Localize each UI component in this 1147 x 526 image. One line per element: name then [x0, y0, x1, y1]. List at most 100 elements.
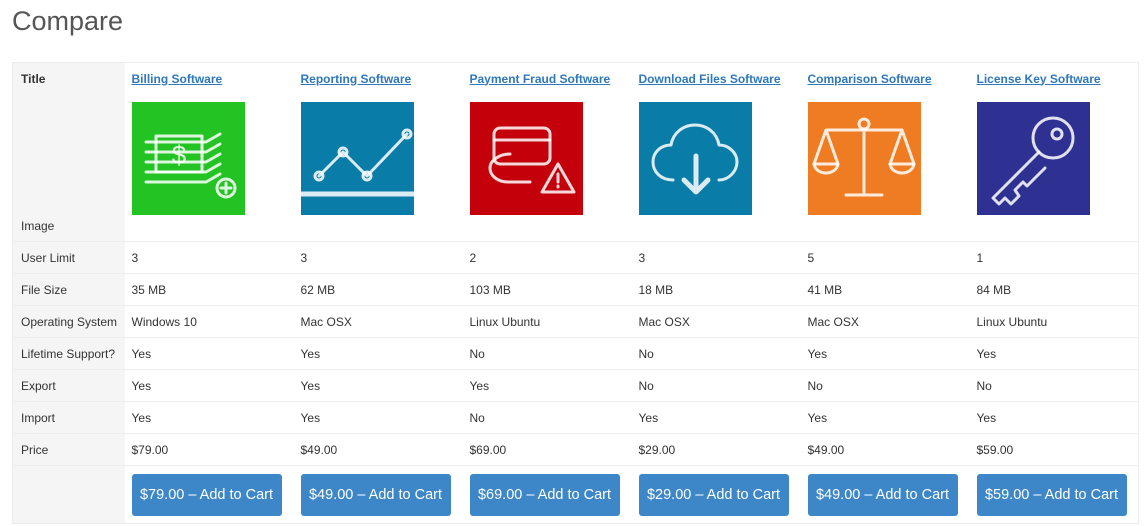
data-cell: 3: [124, 241, 294, 274]
data-row: User Limit 3 3 2 3 5 1: [12, 241, 1139, 274]
product-image: [469, 102, 583, 215]
product-link[interactable]: License Key Software: [976, 71, 1101, 86]
data-cell: 41 MB: [800, 273, 970, 306]
page-title: Compare: [12, 6, 124, 36]
svg-text:$: $: [171, 140, 186, 170]
data-row: Import Yes Yes No Yes Yes Yes: [12, 401, 1139, 434]
data-cell: 84 MB: [969, 273, 1139, 306]
data-cell: No: [800, 369, 970, 402]
product-cell: Reporting Software: [293, 62, 463, 94]
product-cell: Billing Software: [124, 62, 294, 94]
image-cell: [970, 94, 1139, 242]
data-cell: Mac OSX: [631, 305, 801, 338]
button-row: $79.00 – Add to Cart $49.00 – Add to Cart…: [12, 465, 1139, 524]
header-row: Title Billing Software Reporting Software P…: [12, 62, 1139, 94]
product-image: [807, 102, 921, 215]
row-label: Image: [12, 94, 125, 242]
button-cell: $69.00 – Add to Cart: [462, 465, 632, 524]
data-cell: $49.00: [800, 433, 970, 466]
data-row: Price $79.00 $49.00 $69.00 $29.00 $49.00 $59.0…: [12, 433, 1139, 466]
data-cell: No: [969, 369, 1139, 402]
add-to-cart-button[interactable]: $69.00 – Add to Cart: [469, 473, 620, 516]
data-cell: 1: [969, 241, 1139, 274]
data-cell: $79.00: [124, 433, 294, 466]
button-cell: $29.00 – Add to Cart: [631, 465, 801, 524]
product-image: [638, 102, 752, 215]
data-cell: Linux Ubuntu: [462, 305, 632, 338]
data-cell: Yes: [462, 369, 632, 402]
product-link[interactable]: Payment Fraud Software: [469, 71, 611, 86]
product-link[interactable]: Reporting Software: [300, 71, 412, 86]
data-row: Export Yes Yes Yes No No No: [12, 369, 1139, 402]
button-cell: $59.00 – Add to Cart: [969, 465, 1139, 524]
data-cell: Yes: [800, 401, 970, 434]
data-cell: $29.00: [631, 433, 801, 466]
data-cell: 62 MB: [293, 273, 463, 306]
data-cell: Yes: [124, 337, 294, 370]
data-cell: Yes: [124, 401, 294, 434]
row-label: Export: [12, 369, 125, 402]
data-cell: Yes: [293, 369, 463, 402]
image-cell: [632, 94, 801, 242]
data-cell: Mac OSX: [800, 305, 970, 338]
data-row: File Size 35 MB 62 MB 103 MB 18 MB 41 MB 84 MB: [12, 273, 1139, 306]
data-cell: 3: [631, 241, 801, 274]
product-image: [300, 102, 414, 215]
image-row: Image $: [12, 94, 1139, 242]
product-cell: License Key Software: [969, 62, 1139, 94]
row-label: Title: [12, 62, 125, 94]
data-cell: Yes: [969, 337, 1139, 370]
data-cell: Yes: [631, 401, 801, 434]
data-cell: Yes: [800, 337, 970, 370]
add-to-cart-button[interactable]: $49.00 – Add to Cart: [807, 473, 958, 516]
product-link[interactable]: Download Files Software: [638, 71, 781, 86]
button-cell: $79.00 – Add to Cart: [124, 465, 294, 524]
compare-table: Title Billing Software Reporting Software P…: [12, 62, 1139, 524]
data-cell: Yes: [293, 337, 463, 370]
data-cell: No: [462, 337, 632, 370]
data-cell: No: [631, 337, 801, 370]
row-label: Operating System: [12, 305, 125, 338]
product-image: $: [131, 102, 245, 215]
data-cell: 103 MB: [462, 273, 632, 306]
image-cell: [463, 94, 632, 242]
product-cell: Comparison Software: [800, 62, 970, 94]
data-cell: Yes: [124, 369, 294, 402]
data-cell: $59.00: [969, 433, 1139, 466]
data-row: Operating System Windows 10 Mac OSX Linux U…: [12, 305, 1139, 338]
data-cell: 2: [462, 241, 632, 274]
data-cell: No: [631, 369, 801, 402]
button-cell: $49.00 – Add to Cart: [800, 465, 970, 524]
data-cell: No: [462, 401, 632, 434]
data-cell: 5: [800, 241, 970, 274]
row-label: User Limit: [12, 241, 125, 274]
image-cell: $: [125, 94, 294, 242]
data-cell: 35 MB: [124, 273, 294, 306]
row-label: [12, 465, 125, 524]
button-cell: $49.00 – Add to Cart: [293, 465, 463, 524]
row-label: Import: [12, 401, 125, 434]
row-label: Lifetime Support?: [12, 337, 125, 370]
product-link[interactable]: Billing Software: [131, 71, 223, 86]
product-cell: Download Files Software: [631, 62, 801, 94]
data-cell: $49.00: [293, 433, 463, 466]
add-to-cart-button[interactable]: $49.00 – Add to Cart: [300, 473, 451, 516]
data-cell: Mac OSX: [293, 305, 463, 338]
data-row: Lifetime Support? Yes Yes No No Yes Yes: [12, 337, 1139, 370]
data-cell: 3: [293, 241, 463, 274]
image-cell: [294, 94, 463, 242]
product-image: [976, 102, 1090, 215]
add-to-cart-button[interactable]: $79.00 – Add to Cart: [131, 473, 282, 516]
add-to-cart-button[interactable]: $29.00 – Add to Cart: [638, 473, 789, 516]
data-cell: Windows 10: [124, 305, 294, 338]
image-cell: [801, 94, 970, 242]
add-to-cart-button[interactable]: $59.00 – Add to Cart: [976, 473, 1127, 516]
data-cell: 18 MB: [631, 273, 801, 306]
data-cell: Yes: [293, 401, 463, 434]
product-link[interactable]: Comparison Software: [807, 71, 932, 86]
product-cell: Payment Fraud Software: [462, 62, 632, 94]
row-label: File Size: [12, 273, 125, 306]
data-cell: Yes: [969, 401, 1139, 434]
